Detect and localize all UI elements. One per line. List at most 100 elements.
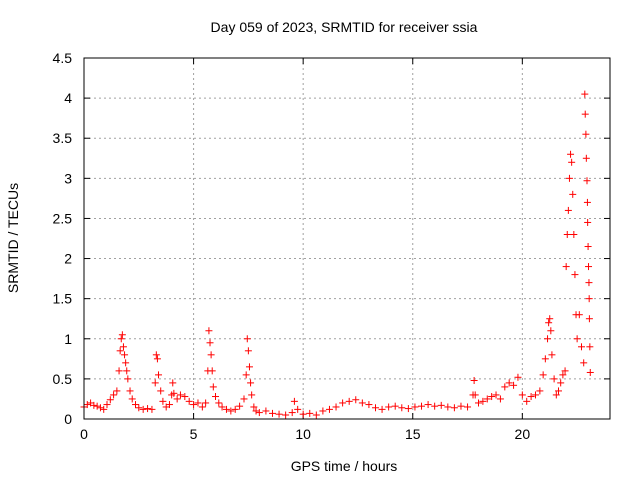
data-point [255, 409, 263, 417]
data-point [585, 295, 593, 303]
data-point [262, 407, 270, 415]
data-point [431, 402, 439, 410]
data-point [128, 395, 136, 403]
tick-labels: 0 5 10 15 20 0 0.5 1 1.5 2 2.5 3 3.5 4 4.5 [53, 50, 531, 442]
data-point [93, 402, 101, 410]
data-point [218, 403, 226, 411]
data-point [483, 395, 491, 403]
data-point [527, 393, 535, 401]
data-point [325, 405, 333, 413]
data-point [250, 403, 258, 411]
data-point [378, 405, 386, 413]
grid-lines [84, 58, 610, 419]
data-point [544, 335, 552, 343]
data-point [584, 218, 592, 226]
data-point [202, 399, 210, 407]
data-point [586, 343, 594, 351]
data-point [573, 335, 581, 343]
data-point [552, 391, 560, 399]
data-point [488, 393, 496, 401]
data-point [332, 403, 340, 411]
y-tick-label: 3.5 [53, 130, 73, 146]
data-point [122, 359, 130, 367]
data-point [165, 401, 173, 409]
data-point [411, 403, 419, 411]
data-point [586, 368, 594, 376]
data-point [563, 230, 571, 238]
data-point [578, 343, 586, 351]
x-tick-label: 0 [80, 426, 88, 442]
data-point [391, 402, 399, 410]
data-point [312, 411, 320, 419]
data-point [299, 410, 307, 418]
data-point [198, 403, 206, 411]
data-point [583, 198, 591, 206]
data-point [371, 404, 379, 412]
data-points [80, 90, 594, 419]
plot-frame [83, 57, 611, 420]
data-point [557, 379, 565, 387]
chart-title: Day 059 of 2023, SRMTID for receiver ssi… [211, 19, 478, 35]
y-tick-label: 0 [64, 411, 72, 427]
data-point [571, 271, 579, 279]
data-point [545, 319, 553, 327]
x-axis-label: GPS time / hours [291, 458, 398, 474]
data-point [548, 351, 556, 359]
data-point [510, 381, 518, 389]
data-point [209, 383, 217, 391]
data-point [565, 174, 573, 182]
data-point [118, 331, 126, 339]
data-point [288, 409, 296, 417]
data-point [306, 409, 314, 417]
y-tick-label: 3 [64, 170, 72, 186]
data-point [546, 315, 554, 323]
data-point [227, 407, 235, 415]
data-point [135, 404, 143, 412]
data-point [582, 130, 590, 138]
data-point [151, 379, 159, 387]
data-point [100, 405, 108, 413]
data-point [176, 391, 184, 399]
data-point [247, 379, 255, 387]
data-point [132, 401, 140, 409]
y-tick-label: 1.5 [53, 291, 73, 307]
data-point [90, 401, 98, 409]
data-point [547, 327, 555, 335]
y-tick-label: 4 [64, 90, 72, 106]
data-point [319, 407, 327, 415]
data-point [294, 405, 302, 413]
y-tick-label: 1 [64, 331, 72, 347]
data-point [206, 339, 214, 347]
data-point [242, 371, 250, 379]
data-point [115, 367, 123, 375]
y-tick-label: 0.5 [53, 371, 73, 387]
data-point [457, 402, 465, 410]
data-point [153, 355, 161, 363]
data-point [290, 397, 298, 405]
data-point [173, 395, 181, 403]
data-point [345, 397, 353, 405]
data-point [222, 405, 230, 413]
data-point [190, 401, 198, 409]
data-point [106, 396, 114, 404]
data-point [339, 399, 347, 407]
data-point [248, 391, 256, 399]
data-point [580, 359, 588, 367]
x-tick-label: 10 [295, 426, 311, 442]
data-point [450, 404, 458, 412]
data-point [155, 371, 163, 379]
data-point [505, 379, 513, 387]
data-point [554, 387, 562, 395]
data-point [418, 402, 426, 410]
data-point [215, 399, 223, 407]
data-point [121, 351, 129, 359]
data-point [152, 351, 160, 359]
data-point [585, 263, 593, 271]
data-point [583, 177, 591, 185]
data-point [471, 391, 479, 399]
data-point [536, 387, 544, 395]
data-point [365, 401, 373, 409]
data-point [570, 230, 578, 238]
data-point [119, 343, 127, 351]
